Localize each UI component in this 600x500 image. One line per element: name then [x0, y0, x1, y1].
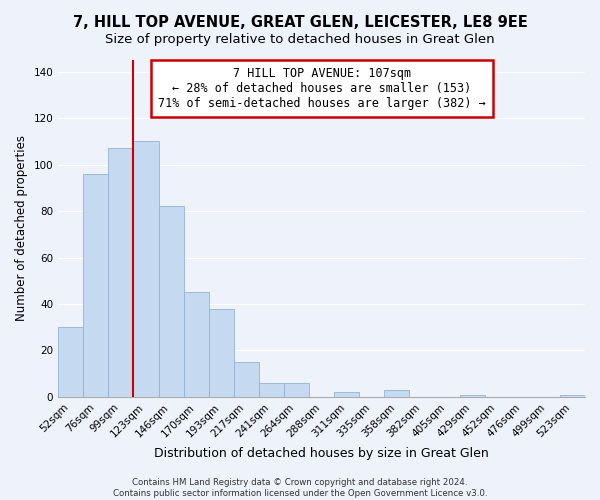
- X-axis label: Distribution of detached houses by size in Great Glen: Distribution of detached houses by size …: [154, 447, 489, 460]
- Text: 7, HILL TOP AVENUE, GREAT GLEN, LEICESTER, LE8 9EE: 7, HILL TOP AVENUE, GREAT GLEN, LEICESTE…: [73, 15, 527, 30]
- Bar: [133, 142, 158, 397]
- Bar: [284, 383, 309, 397]
- Bar: [109, 148, 133, 397]
- Bar: [385, 390, 409, 397]
- Y-axis label: Number of detached properties: Number of detached properties: [15, 136, 28, 322]
- Bar: [560, 394, 585, 397]
- Bar: [209, 308, 234, 397]
- Bar: [158, 206, 184, 397]
- Bar: [83, 174, 109, 397]
- Text: Contains HM Land Registry data © Crown copyright and database right 2024.
Contai: Contains HM Land Registry data © Crown c…: [113, 478, 487, 498]
- Bar: [259, 383, 284, 397]
- Bar: [460, 394, 485, 397]
- Bar: [234, 362, 259, 397]
- Bar: [58, 327, 83, 397]
- Bar: [334, 392, 359, 397]
- Bar: [184, 292, 209, 397]
- Text: 7 HILL TOP AVENUE: 107sqm
← 28% of detached houses are smaller (153)
71% of semi: 7 HILL TOP AVENUE: 107sqm ← 28% of detac…: [158, 66, 485, 110]
- Text: Size of property relative to detached houses in Great Glen: Size of property relative to detached ho…: [105, 32, 495, 46]
